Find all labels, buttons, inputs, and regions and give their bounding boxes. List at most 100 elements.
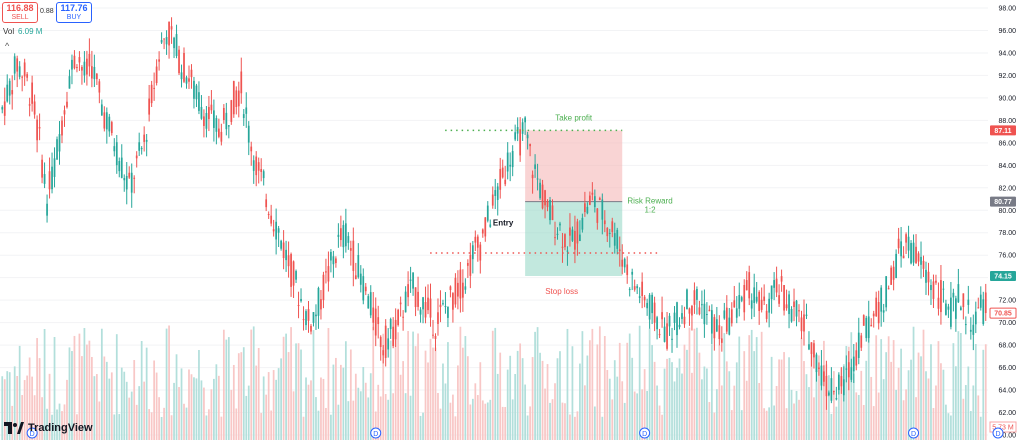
volume-bar [959, 333, 962, 440]
candle [907, 225, 910, 259]
volume-bar [28, 357, 31, 440]
candle-body [745, 280, 748, 291]
candle-body [656, 317, 658, 330]
candle [820, 350, 823, 391]
price-tag-box [990, 270, 1016, 281]
volume-bar [927, 378, 930, 440]
candle [554, 221, 556, 246]
volume-bar [312, 330, 315, 440]
dividend-icon[interactable]: D [992, 427, 1004, 439]
candle-body [760, 299, 763, 310]
volume-bar [803, 361, 805, 440]
volume-bar [808, 387, 810, 440]
candle [262, 169, 265, 186]
candle-body [628, 289, 631, 291]
candle-body [623, 258, 626, 268]
sell-button[interactable]: 116.88 SELL [2, 2, 38, 23]
volume-bar [362, 366, 365, 440]
volume-bar [479, 362, 482, 440]
candle-body [862, 315, 865, 326]
volume-bar [317, 410, 320, 440]
candle [48, 157, 51, 199]
candle-body [88, 53, 91, 67]
candle-body [41, 159, 43, 178]
volume-bar [710, 344, 713, 440]
candle-body [193, 80, 195, 99]
volume-bar [285, 333, 287, 440]
candle [227, 125, 230, 139]
candle-body [344, 223, 347, 247]
candle-body [598, 198, 601, 200]
candle-body [275, 221, 278, 240]
candle [912, 234, 915, 266]
volume-bar [257, 347, 260, 440]
volume-bar [113, 414, 116, 440]
candle-body [631, 271, 634, 275]
dividend-icon[interactable]: D [370, 427, 382, 439]
candle [603, 210, 606, 233]
candle-body [335, 258, 337, 264]
candle [120, 144, 123, 179]
candle [519, 117, 522, 162]
candle [511, 145, 514, 177]
candle [471, 241, 474, 274]
volume-bar [648, 328, 651, 440]
collapse-chevron-icon[interactable]: ^ [5, 41, 10, 51]
dividend-icon[interactable]: D [639, 427, 651, 439]
candle-body [932, 281, 935, 299]
candle-body [942, 288, 945, 290]
candle-body [813, 343, 815, 358]
candle-body [292, 261, 295, 286]
volume-bar [320, 377, 322, 440]
candle [150, 80, 153, 107]
buy-button[interactable]: 117.76 BUY [56, 2, 92, 23]
volume-bar [277, 368, 280, 440]
volume-bar [591, 328, 594, 440]
dividend-icon[interactable]: D [26, 427, 38, 439]
candle [678, 317, 681, 330]
candle-body [409, 279, 412, 281]
dividend-circle [26, 427, 38, 439]
volume-bar [832, 371, 835, 440]
candle-body [825, 375, 828, 397]
candle-body [419, 309, 422, 315]
candle-body [302, 319, 305, 321]
volume-bar [442, 363, 444, 440]
candle [100, 99, 103, 116]
candle [297, 291, 300, 319]
dividend-icon[interactable]: D [908, 427, 920, 439]
candle-body [105, 112, 108, 130]
candle [153, 72, 156, 101]
volume-bar [51, 414, 53, 440]
candle-body [227, 125, 230, 127]
volume-bar [464, 336, 467, 440]
volume-bar [618, 342, 621, 440]
volume-bar [982, 349, 985, 440]
candle-body [332, 256, 335, 265]
candle-body [402, 316, 404, 318]
axis-tick-label: 78.00 [998, 230, 1016, 237]
candle [808, 331, 810, 351]
volume-bar [895, 389, 897, 440]
volume-bar [31, 376, 33, 440]
candle [872, 310, 875, 328]
candle [641, 272, 644, 309]
volume-bar [128, 397, 131, 440]
candle-body [621, 259, 624, 267]
candle-body [377, 317, 380, 325]
candle [63, 105, 66, 127]
candle-body [389, 319, 392, 330]
candle [942, 280, 945, 303]
candle-body [295, 271, 297, 280]
tradingview-logo[interactable]: TradingView [4, 422, 93, 434]
volume-bar [247, 385, 250, 440]
candle [765, 304, 768, 323]
volume-bar [940, 363, 942, 440]
volume-bar [701, 379, 703, 440]
candle-body [367, 296, 370, 309]
candle [663, 317, 666, 343]
candle-body [837, 374, 840, 390]
volume-bar [220, 416, 223, 440]
candle [51, 152, 53, 194]
